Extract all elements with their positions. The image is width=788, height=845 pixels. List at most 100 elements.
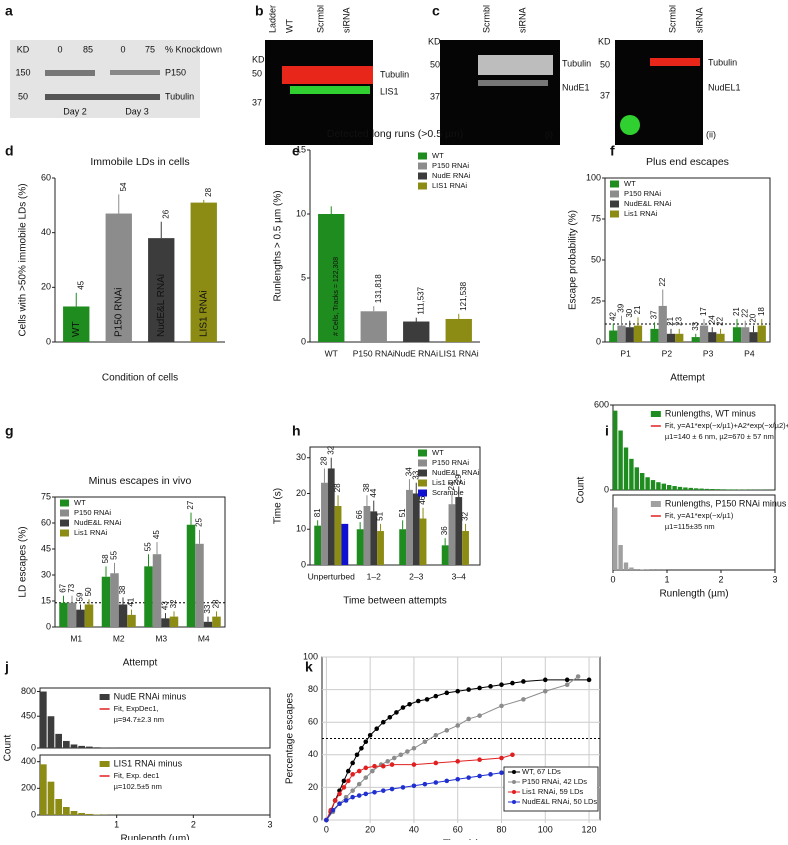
x-tick-label: 2 <box>718 574 723 584</box>
histogram-bar <box>662 484 666 490</box>
y-tick-label: 200 <box>21 783 36 793</box>
count-label: 18 <box>757 307 766 316</box>
bar <box>446 319 472 342</box>
blot-label: % Knockdown <box>165 44 222 54</box>
panel-letter: c <box>432 3 440 19</box>
count-label: 66 <box>355 510 364 519</box>
point <box>455 689 460 694</box>
point <box>344 798 349 803</box>
histogram-bar <box>699 489 703 490</box>
chart-title: Minus escapes in vivo <box>89 475 192 487</box>
bar <box>187 525 196 627</box>
point <box>394 710 399 715</box>
histogram-bar <box>710 489 714 490</box>
bar-label: WT <box>71 321 82 337</box>
panel-letter: a <box>5 3 13 19</box>
y-axis-label: Time (s) <box>273 488 284 524</box>
legend-swatch <box>60 520 69 527</box>
point <box>401 705 406 710</box>
bar-label: NudE&L RNAi <box>156 274 167 337</box>
bar <box>716 334 724 342</box>
histogram-bar <box>635 569 639 570</box>
y-tick-label: 75 <box>41 491 51 501</box>
y-tick-label: 0 <box>313 814 318 824</box>
point <box>324 818 329 823</box>
y-tick-label: 0 <box>604 484 609 494</box>
y-tick-label: 20 <box>41 282 51 292</box>
blot-label: 50 <box>430 59 440 69</box>
y-tick-label: 80 <box>308 684 318 694</box>
point <box>372 790 377 795</box>
x-tick-label: 80 <box>496 824 506 834</box>
histogram-bar <box>672 486 676 490</box>
band <box>45 94 160 100</box>
point <box>363 739 368 744</box>
legend-swatch <box>512 790 516 794</box>
point <box>425 697 430 702</box>
point <box>477 713 482 718</box>
band <box>650 58 700 66</box>
point <box>342 785 347 790</box>
legend-swatch <box>418 173 427 180</box>
blot-label: KD <box>598 36 611 46</box>
blot-label: KD <box>17 44 30 54</box>
bar <box>420 519 427 565</box>
point <box>381 788 386 793</box>
x-axis-label: Condition of cells <box>102 373 178 384</box>
bar <box>449 504 456 565</box>
bar <box>749 332 757 342</box>
x-tick-label: M2 <box>113 633 125 643</box>
point <box>576 674 581 679</box>
y-tick-label: 0 <box>46 621 51 631</box>
x-tick-label: 3 <box>267 819 272 829</box>
count-label: 27 <box>186 500 195 509</box>
histogram-bar <box>656 482 660 490</box>
point <box>423 782 428 787</box>
annotation: µ1=140 ± 6 nm, µ2=670 ± 57 nm <box>665 432 774 441</box>
blot-label: 0 <box>120 44 125 54</box>
x-tick-label: 60 <box>453 824 463 834</box>
x-tick-label: 0 <box>610 574 615 584</box>
legend-label: Lis1 RNAi, 59 LDs <box>522 787 584 796</box>
x-axis-label: Attempt <box>670 373 705 384</box>
bar <box>455 497 462 565</box>
count-label: 32 <box>169 599 178 608</box>
blot-label: LIS1 <box>380 86 399 96</box>
y-tick-label: 15 <box>296 144 306 154</box>
y-axis-label: Escape probability (%) <box>568 210 579 310</box>
y-tick-label: 5 <box>301 272 306 282</box>
histogram-bar <box>640 473 644 490</box>
point <box>543 689 548 694</box>
histogram-bar <box>624 563 628 571</box>
histogram-bar <box>55 734 62 748</box>
x-tick-label: 2 <box>191 819 196 829</box>
x-axis-label: Attempt <box>123 658 158 669</box>
y-tick-label: 800 <box>21 686 36 696</box>
spot <box>620 115 640 135</box>
count-label: 51 <box>376 511 385 520</box>
point <box>466 687 471 692</box>
bar <box>733 327 741 342</box>
blot-label: 37 <box>252 97 262 107</box>
blot-label: 37 <box>600 90 610 100</box>
count-label: 28 <box>333 483 342 492</box>
bar <box>204 622 213 627</box>
point <box>337 801 342 806</box>
count-label: 54 <box>119 182 128 191</box>
y-tick-label: 75 <box>591 213 601 223</box>
histogram-bar <box>624 448 628 491</box>
band <box>478 55 553 75</box>
y-axis-label: Count <box>576 476 587 503</box>
count-label: 45 <box>76 280 85 289</box>
point <box>499 756 504 761</box>
point <box>363 792 368 797</box>
x-tick-label: P4 <box>744 348 755 358</box>
legend-label: NudE&L RNAi <box>624 199 672 208</box>
point <box>392 756 397 761</box>
chart-title: Immobile LDs in cells <box>90 156 189 168</box>
blot-label: Scrmbl <box>667 5 677 33</box>
point <box>363 766 368 771</box>
blot-label: Tubulin <box>380 69 409 79</box>
point <box>405 749 410 754</box>
